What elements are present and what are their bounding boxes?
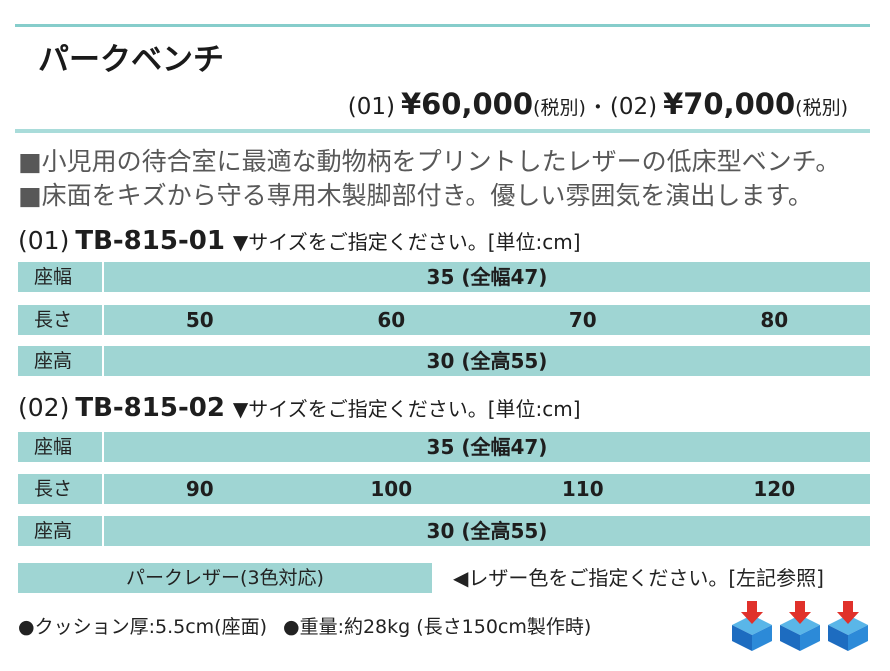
model-header-02: (02) TB-815-02 ▼サイズをご指定ください。[単位:cm]: [18, 392, 581, 427]
row-label: 座高: [18, 516, 102, 546]
spec-line: ●クッション厚:5.5cm(座面) ●重量:約28kg (長さ150cm製作時): [18, 612, 591, 642]
cube-down-arrow-icon: [828, 601, 868, 651]
price-tax-02: (税別): [795, 97, 848, 119]
weight: ●重量:約28kg (長さ150cm製作時): [282, 616, 592, 638]
table-row-seat-height: 座高 30 (全高55): [18, 346, 870, 376]
price-separator: ・: [587, 95, 608, 119]
row-label: 長さ: [18, 474, 102, 504]
length-option: 90: [185, 477, 214, 501]
model-code: (02): [18, 393, 70, 422]
length-option: 60: [377, 308, 406, 332]
table-row-length: 長さ 90 100 110 120: [18, 474, 870, 504]
price-amount-01: ¥60,000: [400, 87, 534, 121]
length-option: 80: [760, 308, 789, 332]
table-row-seat-width: 座幅 35 (全幅47): [18, 432, 870, 462]
price-code-02: (02): [609, 94, 658, 120]
row-label: 座高: [18, 346, 102, 376]
table-row-seat-width: 座幅 35 (全幅47): [18, 262, 870, 292]
cube-down-arrow-icon: [732, 601, 772, 651]
model-number: TB-815-01: [75, 226, 225, 256]
row-value: 35 (全幅47): [426, 435, 548, 459]
model-header-01: (01) TB-815-01 ▼サイズをご指定ください。[単位:cm]: [18, 225, 581, 260]
row-label: 座幅: [18, 262, 102, 292]
length-option: 120: [753, 477, 796, 501]
leather-label: パークレザー(3色対応): [18, 563, 432, 593]
row-label: 座幅: [18, 432, 102, 462]
price-tax-01: (税別): [533, 97, 586, 119]
price-amount-02: ¥70,000: [663, 87, 796, 121]
leather-note: ◀レザー色をご指定ください。[左記参照]: [453, 566, 824, 590]
row-value: 35 (全幅47): [426, 265, 548, 289]
length-option: 110: [561, 477, 604, 501]
cushion-thickness: ●クッション厚:5.5cm(座面): [18, 616, 267, 638]
length-option: 50: [185, 308, 214, 332]
price-code-01: (01): [347, 94, 395, 120]
price-line: (01) ¥60,000(税別) ・(02) ¥70,000(税別): [348, 84, 848, 129]
table-row-length: 長さ 50 60 70 80: [18, 305, 870, 335]
row-value: 30 (全高55): [426, 349, 548, 373]
row-value: 30 (全高55): [426, 519, 548, 543]
model-number: TB-815-02: [75, 393, 225, 423]
length-option: 70: [568, 308, 597, 332]
section-divider: [15, 129, 870, 133]
model-code: (01): [18, 226, 70, 255]
description-line: ■床面をキズから守る専用木製脚部付き。優しい雰囲気を演出します。: [18, 181, 813, 210]
top-divider: [15, 24, 870, 27]
description-line: ■小児用の待合室に最適な動物柄をプリントしたレザーの低床型ベンチ。: [18, 147, 841, 176]
size-note: ▼サイズをご指定ください。[単位:cm]: [232, 230, 581, 254]
row-label: 長さ: [18, 305, 102, 335]
table-row-seat-height: 座高 30 (全高55): [18, 516, 870, 546]
size-note: ▼サイズをご指定ください。[単位:cm]: [232, 397, 581, 421]
cube-down-arrow-icon: [780, 601, 820, 651]
length-option: 100: [370, 477, 413, 501]
page-title: パークベンチ: [38, 42, 224, 78]
